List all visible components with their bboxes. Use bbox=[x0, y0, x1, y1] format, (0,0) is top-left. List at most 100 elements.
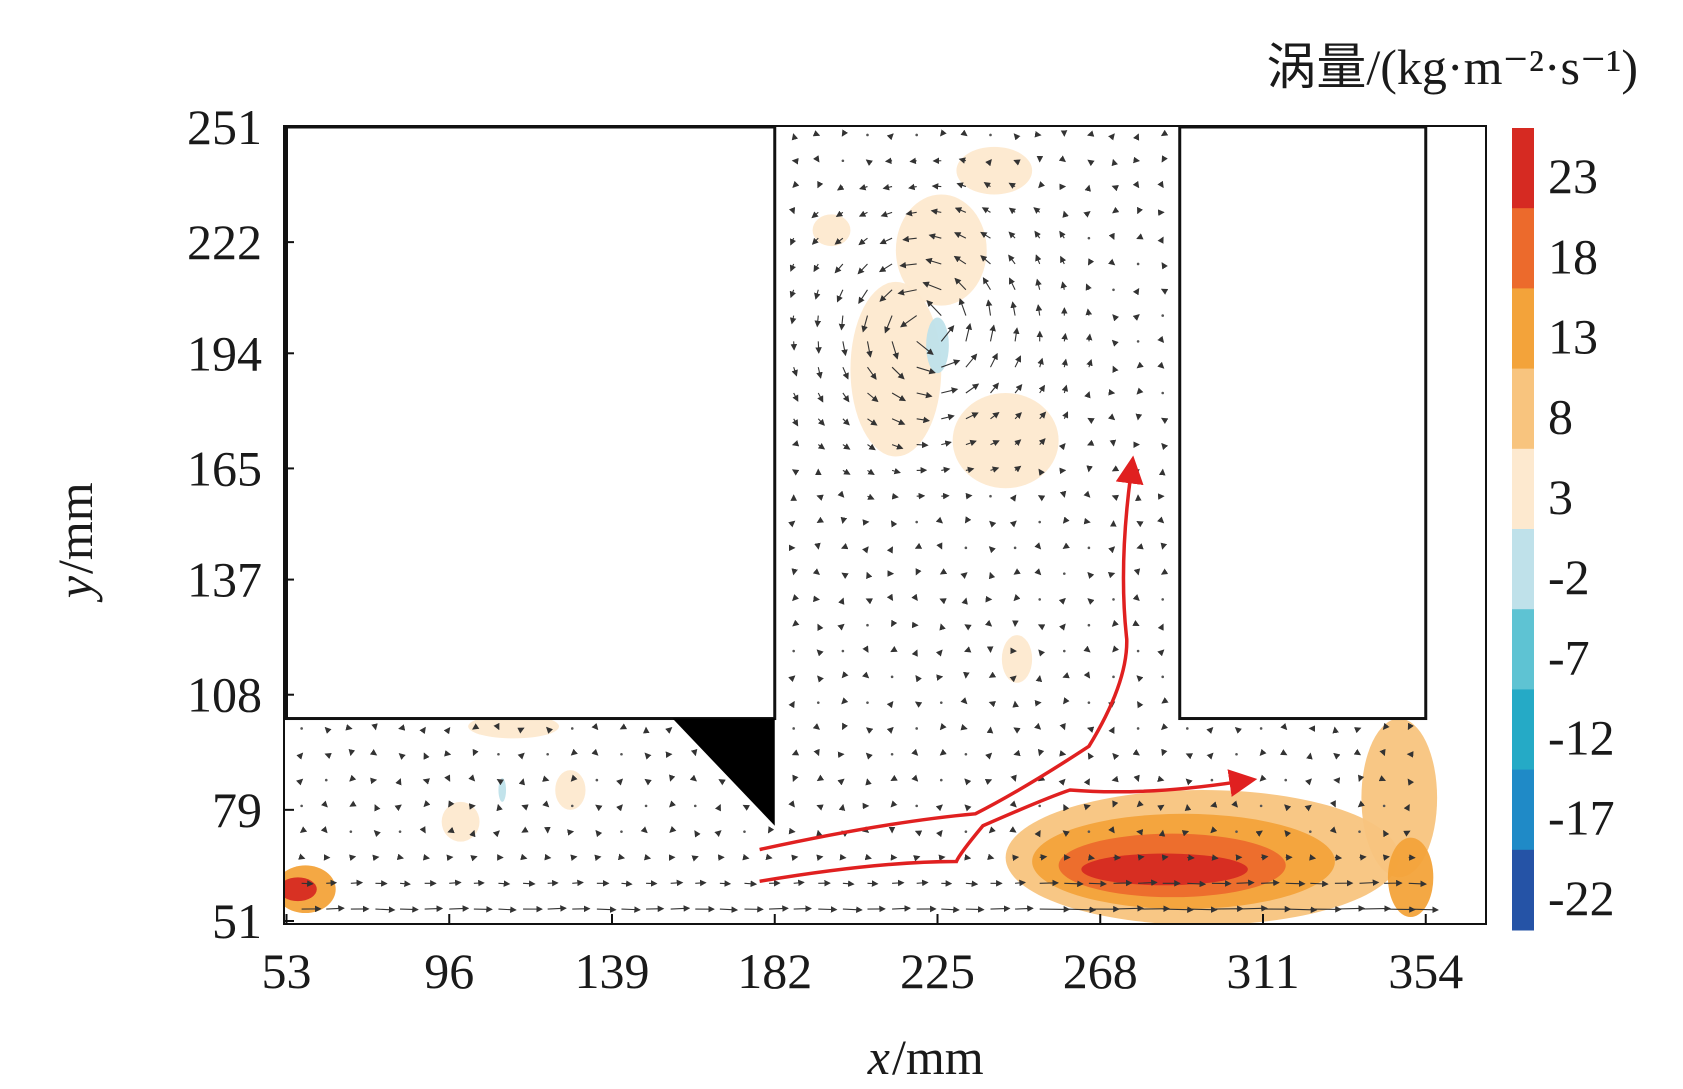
vector-124 bbox=[669, 800, 676, 808]
vector-317 bbox=[913, 855, 921, 862]
vector-48 bbox=[449, 905, 470, 912]
vector-252 bbox=[841, 129, 849, 137]
vector-501 bbox=[1064, 906, 1097, 914]
vector-695 bbox=[1280, 723, 1288, 731]
vector-dot-167 bbox=[792, 727, 795, 730]
vector-688 bbox=[1285, 906, 1318, 914]
vector-625 bbox=[1162, 906, 1194, 913]
vector-105 bbox=[621, 880, 633, 887]
vector-282 bbox=[865, 159, 873, 167]
vector-364 bbox=[941, 440, 952, 447]
vector-103 bbox=[591, 722, 599, 731]
y-tick-label-7: 251 bbox=[187, 99, 262, 155]
vector-714 bbox=[1359, 854, 1367, 861]
vector-dot-232 bbox=[841, 649, 845, 653]
axis-ticks bbox=[284, 126, 1427, 924]
vector-dot-86 bbox=[546, 752, 549, 756]
vector-643 bbox=[1161, 442, 1169, 451]
vector-435 bbox=[981, 207, 991, 214]
vector-627 bbox=[1161, 854, 1169, 861]
vector-274 bbox=[867, 366, 877, 380]
colorbar-segment-3 bbox=[1512, 368, 1534, 450]
vector-dot-575 bbox=[1112, 598, 1115, 601]
vector-647 bbox=[1157, 335, 1165, 344]
vector-136 bbox=[719, 906, 739, 913]
vector-356 bbox=[935, 649, 943, 657]
vector-1 bbox=[301, 880, 314, 887]
vector-181 bbox=[791, 367, 798, 377]
vector-683 bbox=[1255, 830, 1263, 837]
vector-61 bbox=[468, 774, 476, 782]
vector-303 bbox=[891, 418, 906, 426]
vector-241 bbox=[842, 418, 850, 426]
vector-121 bbox=[670, 879, 684, 887]
vector-233 bbox=[837, 623, 845, 631]
vector-335 bbox=[916, 391, 933, 399]
vector-184 bbox=[789, 289, 796, 299]
x-axis-label: x bbox=[867, 1029, 890, 1085]
vector-365 bbox=[941, 413, 955, 421]
vector-18 bbox=[349, 854, 357, 861]
vector-33 bbox=[399, 880, 411, 887]
vorticity-region-6 bbox=[926, 317, 949, 374]
vector-222 bbox=[842, 906, 863, 913]
vector-430 bbox=[989, 324, 996, 342]
vector-716 bbox=[1357, 800, 1365, 808]
vector-676 bbox=[1231, 800, 1238, 808]
vector-102 bbox=[591, 748, 599, 756]
vector-284 bbox=[892, 905, 912, 912]
vector-611 bbox=[1132, 468, 1140, 476]
x-tick-label-3: 182 bbox=[737, 943, 812, 999]
vector-427 bbox=[990, 411, 1000, 420]
vector-370 bbox=[922, 281, 942, 291]
vector-223 bbox=[842, 880, 855, 887]
vector-431 bbox=[985, 299, 993, 316]
vector-dot-675 bbox=[1235, 830, 1238, 833]
vector-177 bbox=[791, 469, 800, 476]
vector-353 bbox=[939, 723, 947, 731]
vector-394 bbox=[965, 466, 975, 474]
vector-455 bbox=[1009, 494, 1017, 502]
colorbar-segment-9 bbox=[1512, 849, 1534, 931]
vector-130 bbox=[691, 855, 699, 862]
vector-434 bbox=[980, 231, 991, 239]
vector-dot-147 bbox=[743, 830, 746, 833]
vector-dot-619 bbox=[1136, 262, 1140, 266]
vector-457 bbox=[1014, 439, 1022, 447]
colorbar-tick-label-7: -12 bbox=[1548, 710, 1615, 766]
colorbar-segment-4 bbox=[1512, 448, 1534, 530]
vector-11 bbox=[320, 826, 328, 834]
vector-dot-4 bbox=[300, 804, 303, 808]
vector-402 bbox=[953, 255, 967, 265]
vector-40 bbox=[424, 905, 444, 912]
vector-94 bbox=[570, 748, 578, 756]
vector-338 bbox=[900, 315, 918, 328]
vector-433 bbox=[980, 255, 991, 265]
flow-arrow-0 bbox=[759, 455, 1144, 852]
vector-279 bbox=[858, 237, 868, 246]
vector-527 bbox=[1059, 230, 1066, 239]
vector-491 bbox=[1037, 357, 1044, 368]
vector-dot-424 bbox=[989, 494, 992, 498]
vector-dot-261 bbox=[866, 701, 869, 704]
vorticity-contours bbox=[284, 146, 1438, 924]
vector-313 bbox=[884, 157, 893, 165]
vector-728 bbox=[1408, 906, 1439, 914]
vector-393 bbox=[965, 492, 973, 500]
vector-99 bbox=[595, 829, 603, 838]
vector-377 bbox=[965, 906, 985, 913]
vector-686 bbox=[1259, 748, 1267, 756]
vector-dot-380 bbox=[964, 830, 968, 833]
vector-414 bbox=[985, 752, 993, 760]
vector-306 bbox=[891, 341, 899, 360]
vector-472 bbox=[1039, 854, 1048, 861]
vector-216 bbox=[813, 263, 820, 273]
vector-407 bbox=[960, 129, 968, 137]
vorticity-region-11 bbox=[468, 714, 560, 739]
vector-333 bbox=[916, 441, 929, 449]
vector-346 bbox=[941, 906, 960, 913]
vector-dot-438 bbox=[989, 133, 992, 137]
vector-2 bbox=[298, 853, 306, 860]
vector-309 bbox=[878, 263, 893, 273]
vector-240 bbox=[842, 443, 851, 450]
